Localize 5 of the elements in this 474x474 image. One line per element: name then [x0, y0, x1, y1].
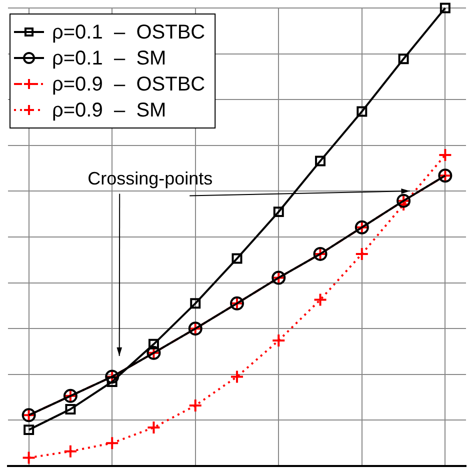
legend-label: ρ=0.1 – SM: [52, 48, 166, 70]
legend-label: ρ=0.9 – OSTBC: [52, 74, 206, 96]
legend-label: ρ=0.9 – SM: [52, 100, 166, 122]
legend-label: ρ=0.1 – OSTBC: [52, 22, 206, 44]
annotation: Crossing-points: [88, 168, 213, 189]
